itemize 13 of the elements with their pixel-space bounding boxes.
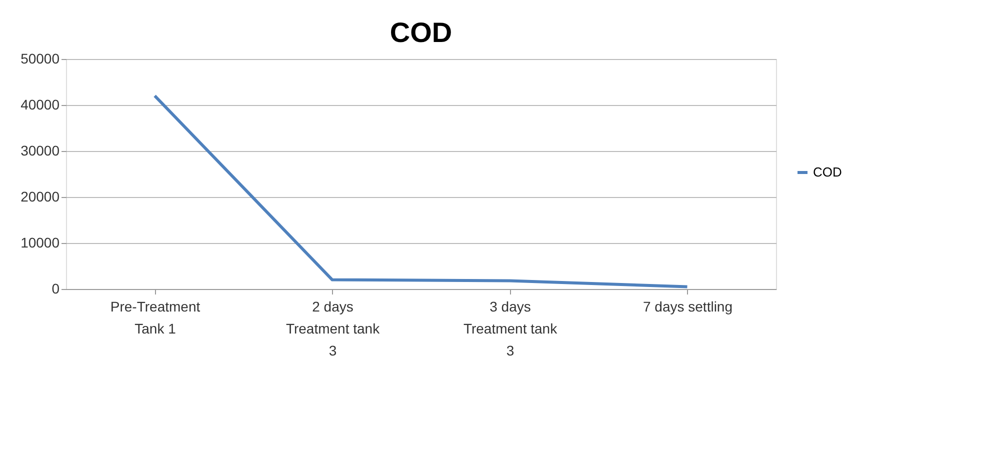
chart-title: COD <box>390 17 452 48</box>
legend-label: COD <box>813 164 842 180</box>
y-tick-label: 0 <box>52 280 60 296</box>
x-tick-label: 7 days settling <box>643 298 732 314</box>
y-tick-label: 40000 <box>20 96 60 112</box>
x-tick-label: 2 days Treatment tank 3 <box>286 298 381 358</box>
y-tick-label: 30000 <box>20 142 60 158</box>
y-tick-label: 20000 <box>20 188 60 204</box>
x-tick-label: Pre-Treatment Tank 1 <box>110 298 200 336</box>
x-tick-label: 3 days Treatment tank 3 <box>463 298 558 358</box>
y-tick-label: 10000 <box>20 234 60 250</box>
y-tick-label: 50000 <box>20 50 60 66</box>
line-series <box>153 94 689 288</box>
